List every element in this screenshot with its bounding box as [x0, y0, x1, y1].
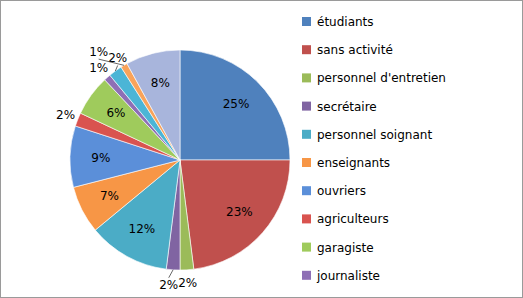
legend-label: secrétaire [317, 100, 377, 114]
legend-swatch [302, 214, 311, 223]
chart-svg: 25%23%2%2%12%7%9%2%6%1%2%1%8%étudiantssa… [0, 0, 523, 298]
data-label: 25% [223, 97, 250, 111]
pie-slice [127, 50, 180, 160]
legend-swatch [302, 271, 311, 280]
data-labels: 25%23%2%2%12%7%9%2%6%1%2%1%8% [56, 45, 253, 292]
data-label: 23% [226, 205, 253, 219]
legend-label: ouvriers [317, 184, 366, 198]
legend: étudiants sans activité personnel d'entret… [302, 15, 446, 283]
pie-slice [180, 50, 290, 160]
legend-swatch [302, 73, 311, 82]
legend-swatch [302, 243, 311, 252]
data-label: 2% [178, 276, 197, 290]
data-label: 2% [159, 278, 178, 292]
data-label: 8% [151, 76, 170, 90]
legend-label: garagiste [317, 241, 374, 255]
data-label: 7% [100, 189, 119, 203]
data-label: 6% [106, 106, 125, 120]
chart-frame [1, 1, 523, 298]
legend-swatch [302, 45, 311, 54]
legend-swatch [302, 186, 311, 195]
data-label: 2% [56, 108, 75, 122]
legend-label: personnel soignant [317, 128, 432, 142]
data-label: 1% [89, 61, 108, 75]
legend-swatch [302, 158, 311, 167]
legend-label: étudiants [317, 15, 374, 29]
legend-label: enseignants [317, 156, 390, 170]
leader-line [115, 65, 117, 71]
legend-label: personnel d'entretien [317, 71, 446, 85]
pie-slice [180, 160, 290, 269]
pie-slices [70, 50, 290, 270]
legend-label: agriculteurs [317, 212, 389, 226]
leader-line [169, 270, 173, 278]
legend-swatch [302, 102, 311, 111]
data-label: 9% [91, 151, 110, 165]
data-label: 12% [129, 222, 156, 236]
legend-swatch [302, 17, 311, 26]
pie-slice [180, 160, 194, 270]
chart-container: 25%23%2%2%12%7%9%2%6%1%2%1%8%étudiantssa… [0, 0, 523, 298]
legend-label: journaliste [316, 269, 380, 283]
leader-line [99, 59, 124, 65]
data-label: 1% [89, 45, 108, 59]
legend-swatch [302, 130, 311, 139]
legend-label: sans activité [317, 43, 393, 57]
